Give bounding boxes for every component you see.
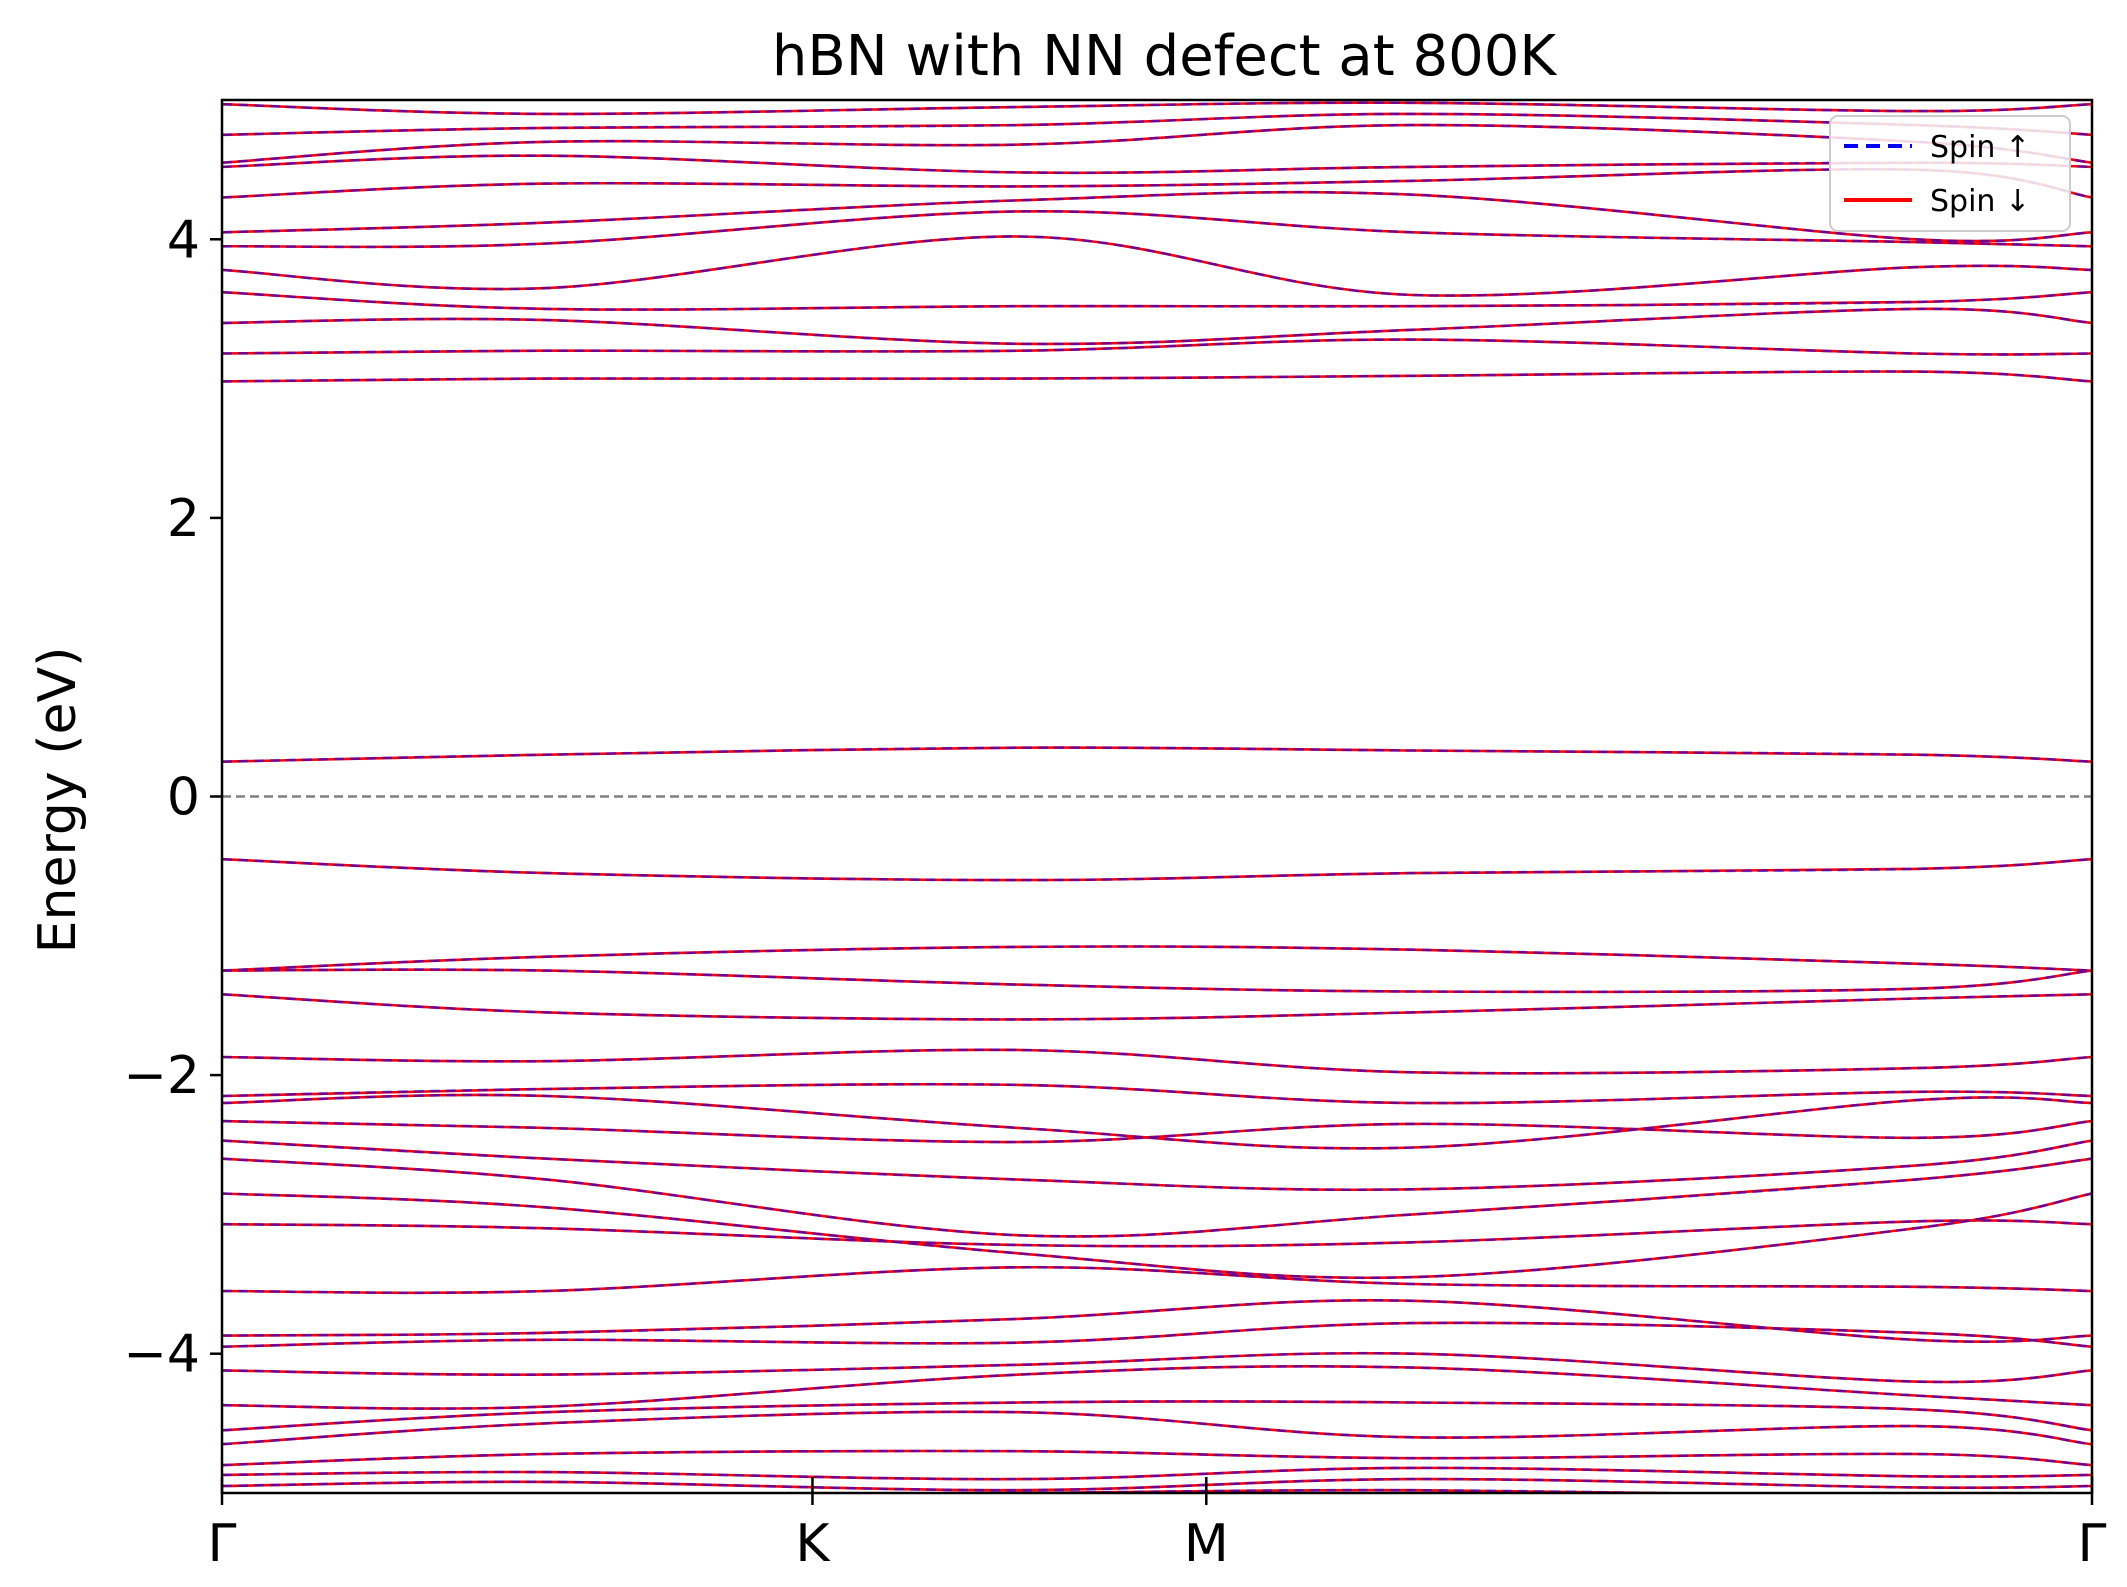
band-spin-down-1 [222, 1477, 2092, 1492]
band-spin-down-30 [222, 190, 2092, 243]
band-spin-down-9 [222, 1299, 2092, 1343]
x-tick-label-2: M [1184, 1514, 1229, 1574]
band-spin-down-27 [222, 290, 2092, 311]
band-spin-down-6 [222, 1365, 2092, 1410]
y-tick-label-1: −2 [123, 1046, 200, 1106]
legend-label-0: Spin ↑ [1930, 130, 2030, 165]
band-spin-down-24 [222, 370, 2092, 383]
band-spin-down-19 [222, 993, 2092, 1021]
x-tick-label-0: Γ [208, 1514, 237, 1574]
band-spin-down-22 [222, 857, 2092, 882]
band-spin-up-28 [222, 235, 2092, 297]
band-spin-down-2 [222, 1466, 2092, 1481]
y-axis-label: Energy (eV) [28, 647, 88, 954]
band-spin-down-7 [222, 1351, 2092, 1384]
legend: Spin ↑ Spin ↓ [1829, 115, 2071, 232]
axes-layer: −4 −2 0 2 4 Γ K M Γ [123, 98, 2107, 1574]
x-tick-label-3: Γ [2078, 1514, 2107, 1574]
band-spin-down-14 [222, 1139, 2092, 1192]
legend-label-1: Spin ↓ [1930, 184, 2030, 219]
band-spin-down-10 [222, 1265, 2092, 1295]
band-spin-down-18 [222, 1048, 2092, 1075]
band-spin-down-3 [222, 1449, 2092, 1467]
band-spin-down-11 [222, 1219, 2092, 1248]
band-spin-down-5 [222, 1400, 2092, 1432]
x-tick-label-1: K [795, 1514, 831, 1574]
chart-title: hBN with NN defect at 800K [772, 24, 1557, 89]
y-tick-label-3: 2 [167, 489, 200, 549]
band-spin-down-21 [222, 945, 2092, 972]
y-tick-label-4: 4 [167, 210, 200, 270]
band-spin-down-23 [222, 746, 2092, 763]
band-spin-down-35 [222, 101, 2092, 116]
plot-area [222, 101, 2092, 1493]
band-spin-down-0 [776, 1488, 1736, 1493]
band-spin-up-13 [222, 1157, 2092, 1238]
band-spin-down-17 [222, 1082, 2092, 1105]
y-tick-label-0: −4 [123, 1325, 200, 1385]
band-spin-down-26 [222, 307, 2092, 346]
band-spin-up-12 [222, 1192, 2092, 1280]
band-spin-down-8 [222, 1321, 2092, 1348]
band-spin-down-29 [222, 209, 2092, 249]
band-spin-down-20 [222, 968, 2092, 994]
y-tick-label-2: 0 [167, 768, 200, 828]
band-spin-up-16 [222, 1093, 2092, 1150]
band-spin-down-25 [222, 338, 2092, 356]
band-spin-down-15 [222, 1119, 2092, 1144]
band-spin-down-4 [222, 1410, 2092, 1446]
